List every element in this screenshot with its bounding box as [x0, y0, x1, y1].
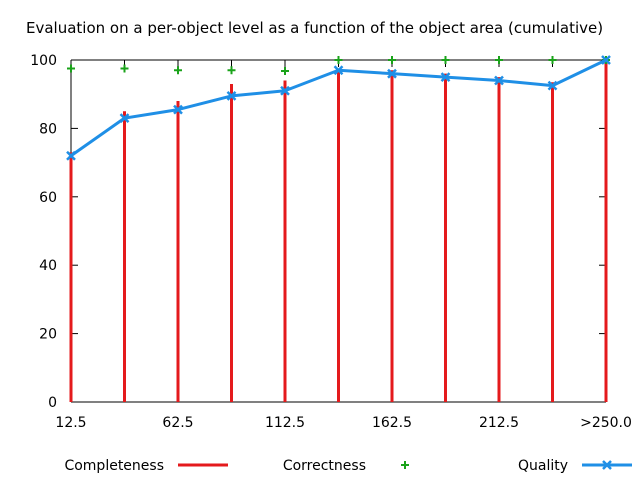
x-tick-label: 12.5	[55, 415, 86, 431]
quality-point	[601, 55, 611, 65]
x-tick-label: 162.5	[372, 415, 412, 431]
quality-point	[66, 150, 76, 161]
x-tick-label: 62.5	[162, 415, 193, 431]
legend-marker-quality	[602, 460, 612, 470]
correctness-point	[495, 56, 503, 64]
correctness-point	[227, 66, 236, 75]
correctness-point	[281, 66, 289, 75]
y-tick-label: 100	[30, 53, 57, 69]
x-tick-label: 112.5	[265, 415, 305, 431]
legend-swatch-correctness	[401, 461, 409, 469]
y-tick-label: 20	[39, 327, 57, 343]
x-tick-label: >250.0	[580, 415, 632, 431]
quality-point	[387, 68, 397, 79]
quality-point	[119, 113, 130, 124]
correctness-point	[120, 64, 129, 73]
legend: Completeness Correctness Quality	[64, 458, 632, 474]
legend-label-correctness: Correctness	[283, 458, 366, 474]
quality-point	[333, 65, 344, 76]
legend-label-quality: Quality	[518, 458, 568, 474]
y-tick-label: 0	[48, 395, 57, 411]
quality-point	[494, 75, 504, 86]
y-tick-label: 40	[39, 258, 57, 274]
y-tick-label: 60	[39, 190, 57, 206]
plot-area: 0 20 40 60 80 100 12.5 62.5 112.5 162.5 212.5 >250.…	[30, 53, 632, 431]
correctness-point	[388, 56, 396, 64]
correctness-point	[441, 56, 450, 64]
quality-point	[280, 85, 290, 96]
chart-title: Evaluation on a per-object level as a fu…	[26, 19, 603, 37]
correctness-point	[334, 56, 343, 64]
quality-point	[440, 72, 451, 82]
quality-point	[547, 80, 558, 91]
correctness-point	[548, 56, 557, 64]
correctness-point	[174, 66, 182, 75]
y-tick-label: 80	[39, 121, 57, 137]
quality-point	[226, 91, 237, 101]
correctness-point	[67, 64, 75, 73]
x-tick-label: 212.5	[479, 415, 519, 431]
legend-label-completeness: Completeness	[64, 458, 164, 474]
quality-point	[173, 104, 183, 115]
